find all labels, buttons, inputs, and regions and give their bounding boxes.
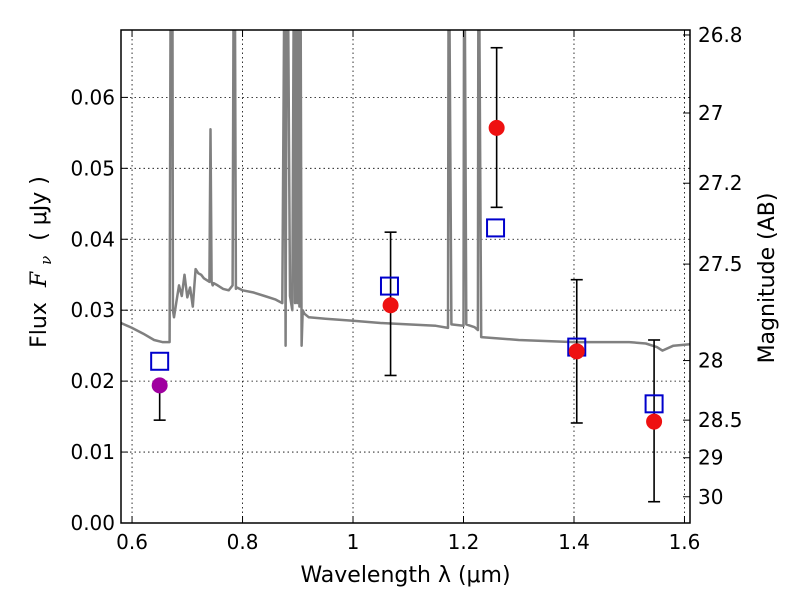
x-tick-label: 0.6 (116, 530, 148, 554)
observed-point (151, 377, 168, 394)
y-axis-label-sub: ν (37, 256, 55, 265)
plot-frame (120, 29, 691, 524)
axis-ticks (121, 30, 690, 524)
spectrum-line (121, 30, 690, 352)
y-tick-label: 0.06 (70, 85, 115, 109)
y-tick-label: 0.04 (70, 227, 115, 251)
y-tick-label: 0.05 (70, 156, 115, 180)
x-tick-label: 1 (347, 530, 360, 554)
y-tick-label: 0.00 (70, 511, 115, 535)
tick-labels: 0.6 0.8 1 1.2 1.4 1.6 0.00 0.01 0.02 0.03 0.04 0.05… (70, 23, 742, 554)
y-tick-label: 0.03 (70, 298, 115, 322)
y-axis-label-unit: ( μJy ) (27, 176, 52, 241)
y-tick-label: 0.02 (70, 369, 115, 393)
y-tick-label: 0.01 (70, 440, 115, 464)
x-tick-label: 1.6 (669, 530, 701, 554)
observed-point (382, 297, 399, 314)
y2-tick-label: 29 (698, 446, 723, 470)
y-axis-label: Flux F ν ( μJy ) (27, 176, 57, 348)
y2-axis-label: Magnitude (AB) (755, 193, 780, 364)
data-markers (150, 119, 664, 430)
x-tick-label: 1.2 (448, 530, 480, 554)
x-tick-label: 0.8 (227, 530, 259, 554)
x-axis-label: Wavelength λ (μm) (300, 563, 510, 588)
y2-tick-label: 27 (698, 101, 723, 125)
model-photometry-square (486, 218, 506, 238)
grid-lines (121, 30, 690, 524)
y2-tick-label: 27.2 (698, 171, 743, 195)
model-photometry-square (150, 351, 170, 371)
y2-tick-label: 28 (698, 349, 723, 373)
y2-tick-label: 30 (698, 485, 723, 509)
model-photometry-square (644, 394, 664, 414)
observed-point (568, 343, 585, 360)
observed-point (646, 413, 663, 430)
x-tick-label: 1.4 (558, 530, 590, 554)
y-axis-label-symbol: F (27, 271, 52, 288)
error-bars (153, 46, 661, 503)
y-axis-label-text: Flux (27, 302, 52, 348)
y2-tick-label: 27.5 (698, 252, 743, 276)
y2-tick-label: 26.8 (698, 23, 743, 47)
model-photometry-square (379, 276, 399, 296)
y2-tick-label: 28.5 (698, 408, 743, 432)
observed-point (488, 119, 505, 136)
model-spectrum (121, 30, 690, 352)
